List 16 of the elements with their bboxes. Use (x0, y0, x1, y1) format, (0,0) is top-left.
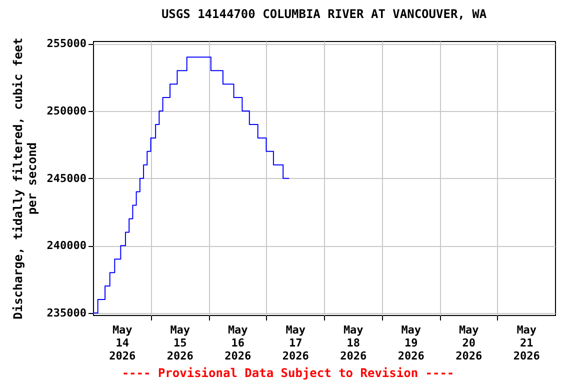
y-tick-label: 250000 (46, 104, 86, 118)
x-tick-label: May 15 2026 (166, 324, 194, 362)
chart-title: USGS 14144700 COLUMBIA RIVER AT VANCOUVER, WA (161, 7, 488, 22)
y-tick-label: 245000 (46, 172, 86, 185)
x-tick-label: May 17 2026 (282, 324, 310, 362)
y-axis-title: Discharge, tidally filtered, cubic feet per second (10, 38, 39, 320)
x-tick-label: May 18 2026 (340, 324, 367, 362)
x-tick-label: May 14 2026 (109, 324, 136, 362)
x-tick-label: May 16 2026 (224, 324, 252, 362)
x-tick-label: May 21 2026 (513, 324, 540, 362)
text: ---- Provisional Data Subject to Revision ---- (120, 366, 456, 380)
y-tick-label: 240000 (46, 239, 86, 252)
x-tick-label: May 19 2026 (398, 324, 425, 362)
x-tick-label: May 20 2026 (456, 324, 482, 362)
y-tick-label: 255000 (46, 37, 86, 50)
y-tick-label: 235000 (46, 306, 86, 320)
